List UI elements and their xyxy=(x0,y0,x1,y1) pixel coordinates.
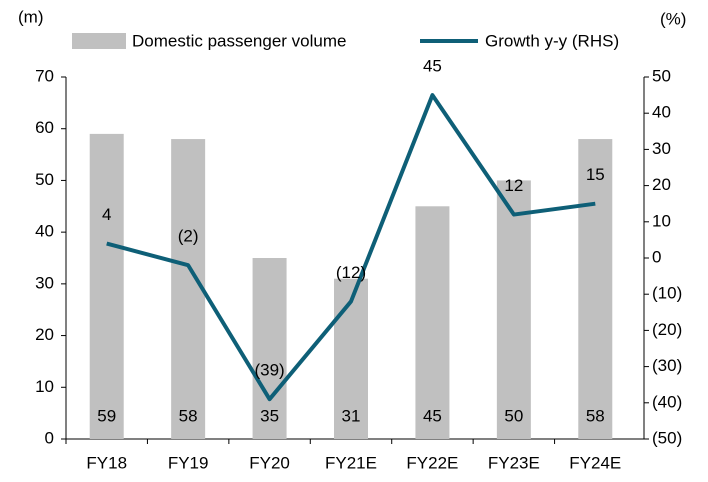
bar-value-label: 50 xyxy=(504,406,523,425)
line-value-label: (12) xyxy=(336,263,366,282)
y-tick-label: 50 xyxy=(35,170,54,189)
legend-swatch xyxy=(72,33,126,49)
y2-tick-label: (40) xyxy=(652,392,682,411)
y2-tick-label: 40 xyxy=(652,103,671,122)
y-tick-label: 30 xyxy=(35,273,54,292)
bar xyxy=(334,278,368,439)
bar-value-label: 35 xyxy=(260,406,279,425)
y-tick-label: 0 xyxy=(45,428,54,447)
bar-value-label: 31 xyxy=(342,406,361,425)
bar xyxy=(578,139,613,440)
bar xyxy=(496,180,531,439)
line-value-label: (39) xyxy=(254,361,284,380)
x-tick-label: FY23E xyxy=(488,453,540,472)
growth-line xyxy=(106,93,596,402)
x-tick-label: FY18 xyxy=(86,453,127,472)
y-tick-label: 70 xyxy=(35,66,54,85)
y-tick-label: 40 xyxy=(35,222,54,241)
legend-label: Growth y-y (RHS) xyxy=(485,31,619,50)
line-value-label: 4 xyxy=(102,205,111,224)
bar xyxy=(252,258,287,439)
x-tick-label: FY22E xyxy=(406,453,458,472)
bar xyxy=(89,133,124,439)
y2-tick-label: (50) xyxy=(652,428,682,447)
x-tick-label: FY19 xyxy=(168,453,209,472)
y2-tick-label: 50 xyxy=(652,66,671,85)
y-axis-label: (m) xyxy=(18,7,43,26)
bar-value-label: 58 xyxy=(179,406,198,425)
bar xyxy=(415,206,450,439)
bar-value-label: 45 xyxy=(423,406,442,425)
line-value-label: 15 xyxy=(586,165,605,184)
y2-tick-label: 30 xyxy=(652,139,671,158)
y-tick-label: 20 xyxy=(35,325,54,344)
x-tick-label: FY24E xyxy=(569,453,621,472)
y-tick-label: 10 xyxy=(35,377,54,396)
bar-value-label: 58 xyxy=(586,406,605,425)
y2-tick-label: (10) xyxy=(652,284,682,303)
y2-axis-label: (%) xyxy=(660,9,686,28)
y2-tick-label: (20) xyxy=(652,320,682,339)
y2-tick-label: 10 xyxy=(652,211,671,230)
y2-tick-label: (30) xyxy=(652,356,682,375)
bar-value-label: 59 xyxy=(97,406,116,425)
legend-label: Domestic passenger volume xyxy=(132,31,346,50)
y2-tick-label: 0 xyxy=(652,247,661,266)
y2-tick-label: 20 xyxy=(652,175,671,194)
x-tick-label: FY20 xyxy=(249,453,290,472)
line-value-label: (2) xyxy=(178,227,199,246)
y-tick-label: 60 xyxy=(35,118,54,137)
x-tick-label: FY21E xyxy=(325,453,377,472)
bar xyxy=(171,139,206,440)
line-value-label: 45 xyxy=(423,57,442,76)
line-value-label: 12 xyxy=(504,176,523,195)
